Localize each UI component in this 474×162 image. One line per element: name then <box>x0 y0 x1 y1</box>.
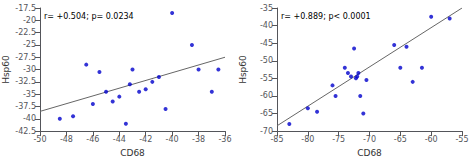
svg-text:-75: -75 <box>332 135 345 144</box>
svg-text:Hsp60: Hsp60 <box>238 55 248 84</box>
svg-text:-35: -35 <box>23 90 36 99</box>
svg-text:-46: -46 <box>86 135 99 144</box>
svg-text:-55: -55 <box>260 74 273 83</box>
svg-text:-37.5: -37.5 <box>15 102 36 111</box>
svg-text:-38: -38 <box>192 135 205 144</box>
svg-text:r= +0.889; p< 0.0001: r= +0.889; p< 0.0001 <box>281 12 371 21</box>
svg-text:CD68: CD68 <box>120 148 145 158</box>
svg-text:CD68: CD68 <box>357 148 382 158</box>
svg-text:-40: -40 <box>260 21 273 30</box>
svg-text:-50: -50 <box>260 56 273 65</box>
svg-text:-48: -48 <box>60 135 73 144</box>
svg-text:-55: -55 <box>455 135 468 144</box>
svg-text:-40: -40 <box>166 135 179 144</box>
svg-text:-27.5: -27.5 <box>15 53 36 62</box>
svg-text:-70: -70 <box>363 135 376 144</box>
svg-text:-70: -70 <box>259 126 273 136</box>
svg-text:-60: -60 <box>425 135 438 144</box>
svg-text:-65: -65 <box>394 135 407 144</box>
svg-text:-20: -20 <box>23 16 36 25</box>
svg-text:-25: -25 <box>23 40 36 49</box>
svg-text:-60: -60 <box>260 91 273 100</box>
svg-text:r= +0.504; p= 0.0234: r= +0.504; p= 0.0234 <box>44 12 134 21</box>
svg-text:-65: -65 <box>260 109 273 118</box>
svg-text:-35: -35 <box>260 4 273 13</box>
svg-text:-30: -30 <box>23 65 36 74</box>
svg-text:-80: -80 <box>301 135 314 144</box>
svg-text:-17.5: -17.5 <box>15 4 36 13</box>
svg-text:-45: -45 <box>260 39 273 48</box>
svg-text:-42: -42 <box>139 135 152 144</box>
svg-text:-50: -50 <box>33 135 46 144</box>
svg-text:-36: -36 <box>218 135 231 144</box>
svg-text:-32.5: -32.5 <box>15 77 36 86</box>
svg-text:-40: -40 <box>23 114 36 123</box>
svg-text:-42.5: -42.5 <box>15 126 36 136</box>
svg-text:-85: -85 <box>270 135 283 144</box>
svg-text:-44: -44 <box>113 135 126 144</box>
svg-text:-22.5: -22.5 <box>15 28 36 37</box>
svg-text:Hsp60: Hsp60 <box>1 55 11 84</box>
